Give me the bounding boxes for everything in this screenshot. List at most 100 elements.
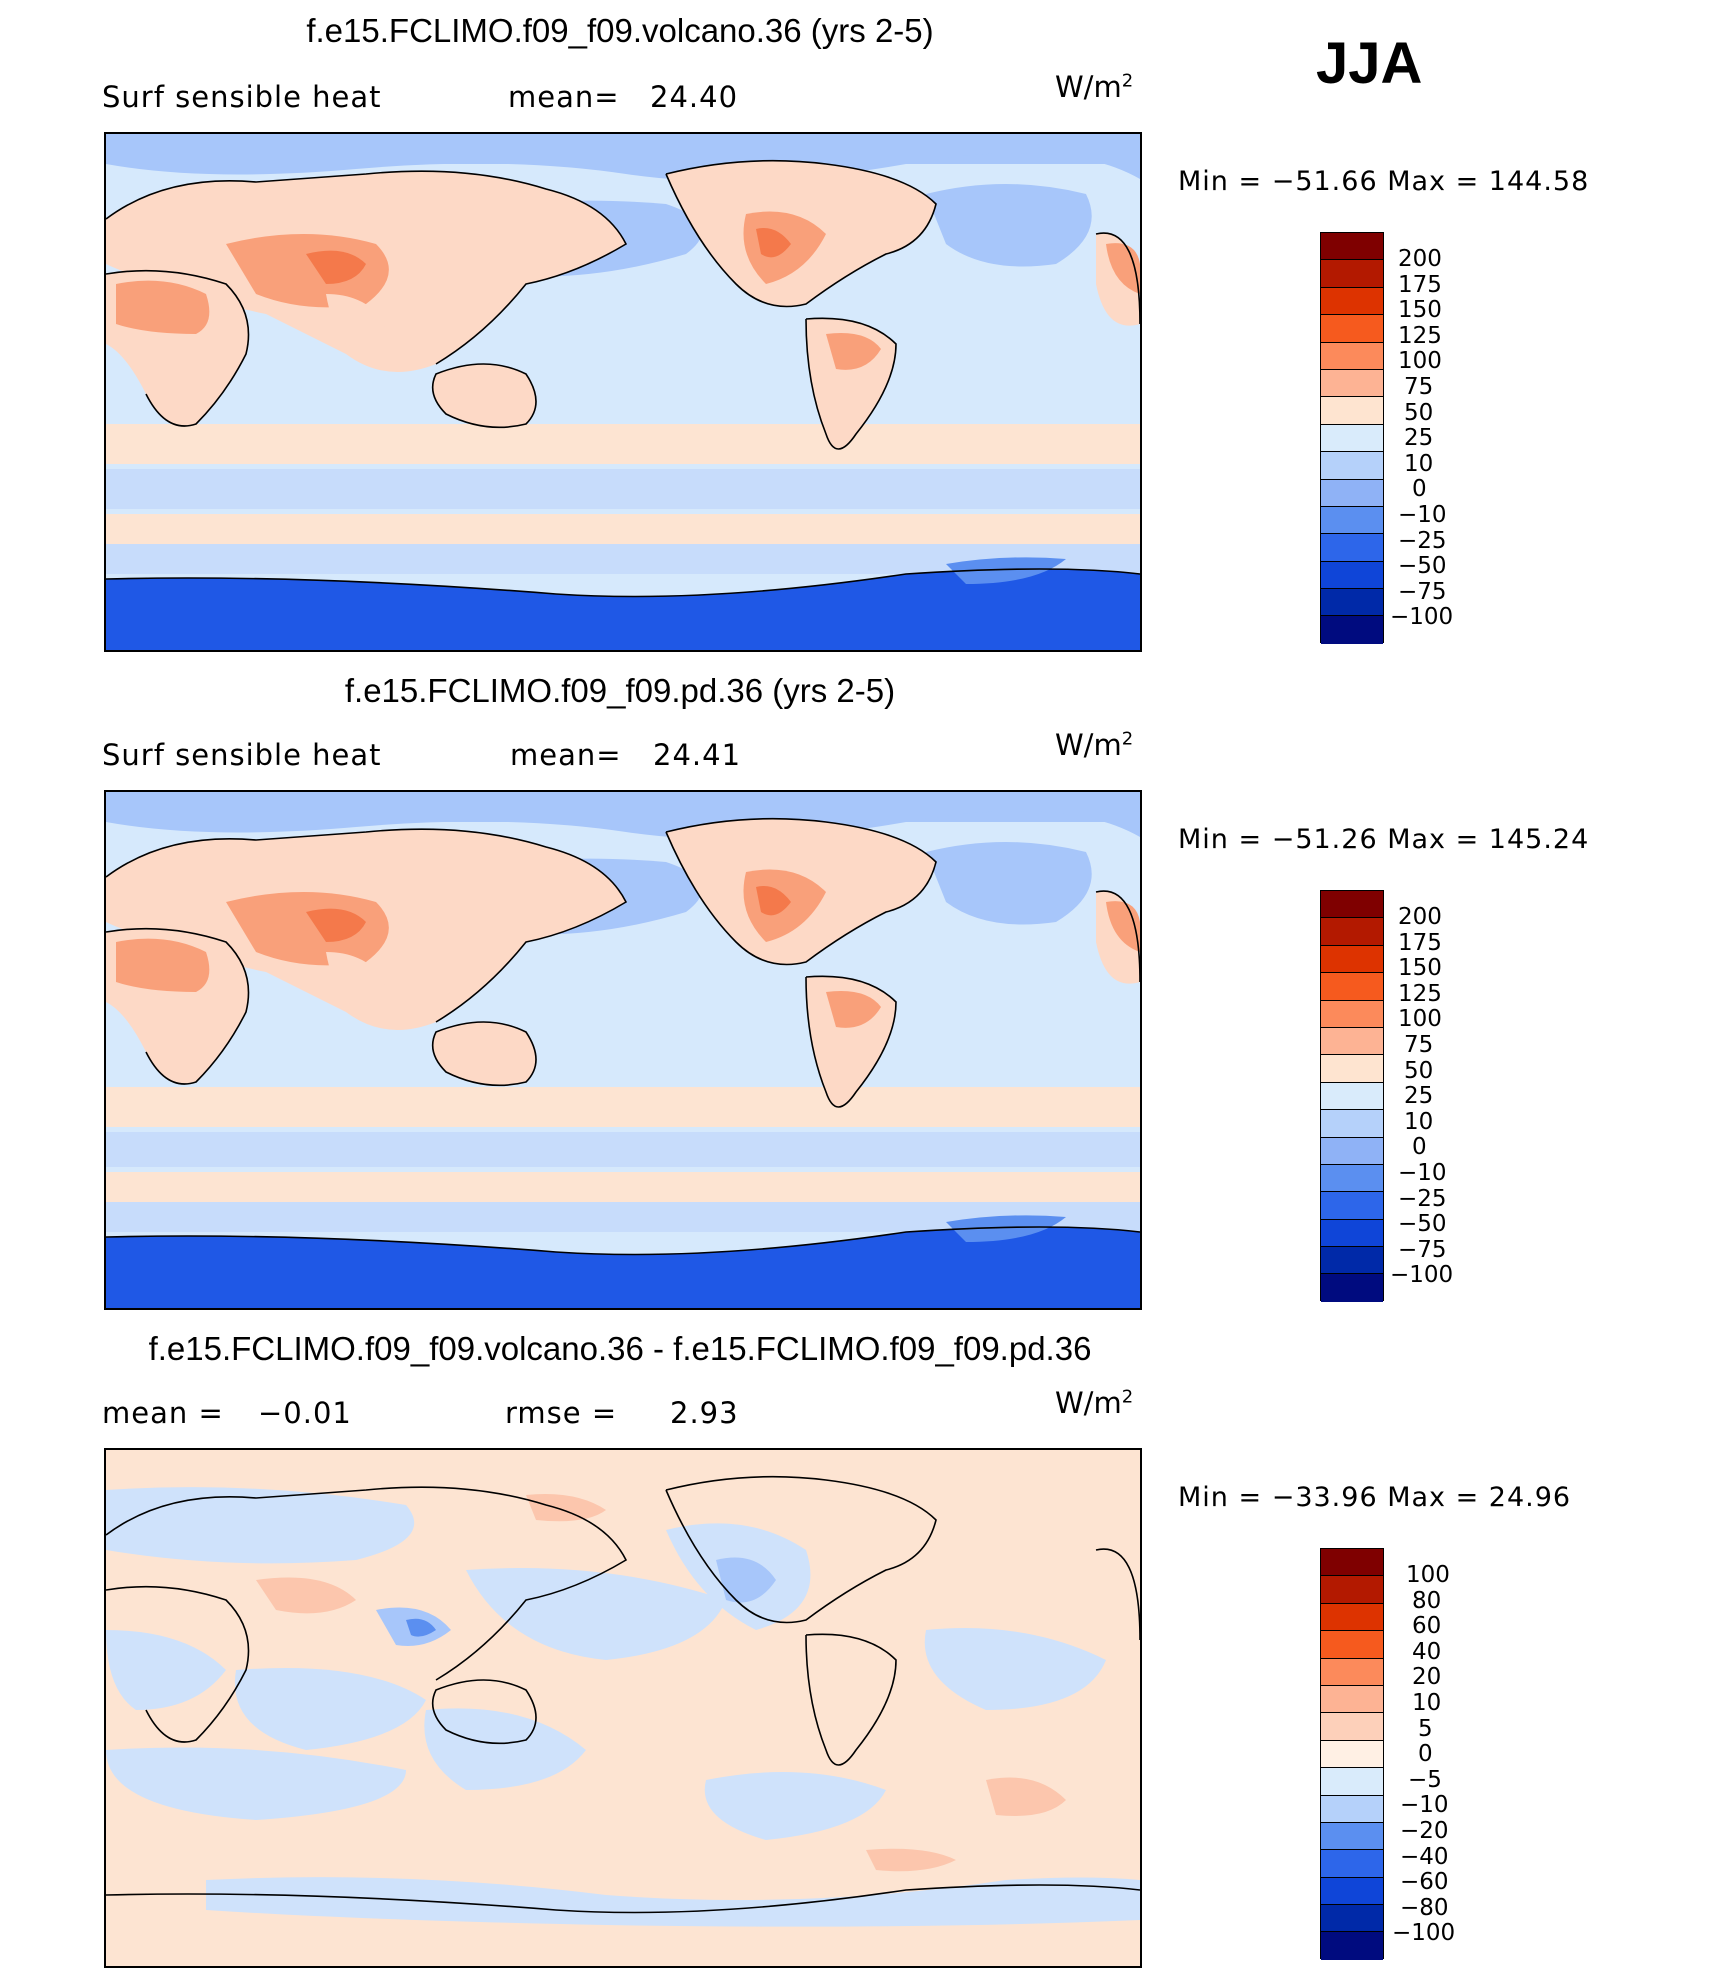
colorbar-swatch (1321, 260, 1383, 288)
colorbar-tick-label: 0 (1412, 476, 1427, 503)
panel-3-title: f.e15.FCLIMO.f09_f09.volcano.36 - f.e15.… (148, 1330, 1092, 1367)
colorbar-tick-label: 50 (1404, 1057, 1434, 1084)
panel-1-colorbar (1320, 232, 1384, 644)
colorbar-swatch (1321, 1000, 1383, 1028)
panel-3-mean-value: −0.01 (258, 1396, 352, 1430)
panel-2-variable: Surf sensible heat (102, 738, 382, 772)
panel-3-units: W/m2 (1055, 1386, 1134, 1420)
colorbar-tick-label: 0 (1412, 1134, 1427, 1161)
panel-2-minmax: Min = −51.26 Max = 145.24 (1178, 824, 1590, 855)
panel-3-rmse-label: rmse = (505, 1396, 618, 1430)
colorbar-swatch (1321, 479, 1383, 507)
colorbar-tick-label: 50 (1404, 399, 1434, 426)
colorbar-swatch (1321, 315, 1383, 343)
colorbar-swatch (1321, 1795, 1383, 1823)
panel-2-colorbar (1320, 890, 1384, 1302)
panel-3-minmax: Min = −33.96 Max = 24.96 (1178, 1482, 1572, 1513)
colorbar-swatch (1321, 342, 1383, 370)
colorbar-swatch (1321, 891, 1383, 919)
colorbar-swatch (1321, 1877, 1383, 1906)
colorbar-tick-label: 100 (1398, 1006, 1442, 1033)
colorbar-tick-label: 20 (1412, 1664, 1442, 1691)
panel-2-mean-value: 24.41 (653, 738, 742, 772)
colorbar-swatch (1321, 945, 1383, 974)
colorbar-swatch (1321, 1192, 1383, 1220)
colorbar-swatch (1321, 534, 1383, 562)
colorbar-swatch (1321, 1932, 1383, 1960)
colorbar-tick-label: 25 (1404, 1083, 1434, 1110)
colorbar-tick-label: −25 (1398, 1185, 1447, 1212)
colorbar-swatch (1321, 1713, 1383, 1741)
colorbar-tick-label: 200 (1398, 904, 1442, 930)
colorbar-swatch (1321, 1055, 1383, 1083)
colorbar-tick-label: −25 (1398, 527, 1447, 554)
colorbar-tick-label: 150 (1398, 955, 1442, 982)
colorbar-tick-label: 125 (1398, 980, 1442, 1007)
colorbar-tick-label: −100 (1390, 604, 1454, 631)
panel-2-mean-label: mean= (510, 738, 622, 772)
colorbar-tick-label: −40 (1400, 1843, 1449, 1870)
colorbar-swatch (1321, 233, 1383, 261)
panel-2-map (104, 790, 1142, 1310)
colorbar-swatch (1321, 1603, 1383, 1632)
colorbar-tick-label: −75 (1398, 578, 1447, 605)
colorbar-swatch (1321, 1822, 1383, 1851)
panel-3-map (104, 1448, 1142, 1968)
colorbar-tick-label: 40 (1412, 1638, 1442, 1665)
colorbar-swatch (1321, 1137, 1383, 1165)
colorbar-swatch (1321, 1274, 1383, 1302)
colorbar-swatch (1321, 1850, 1383, 1878)
colorbar-swatch (1321, 1110, 1383, 1138)
season-label: JJA (1316, 31, 1423, 96)
colorbar-tick-label: −5 (1408, 1766, 1442, 1793)
colorbar-tick-label: −10 (1400, 1792, 1449, 1819)
colorbar-tick-label: 25 (1404, 425, 1434, 452)
colorbar-swatch (1321, 1631, 1383, 1659)
colorbar-tick-label: 100 (1406, 1562, 1450, 1588)
colorbar-swatch (1321, 397, 1383, 425)
colorbar-swatch (1321, 424, 1383, 453)
panel-1-variable: Surf sensible heat (102, 80, 382, 114)
panel-3-colorbar (1320, 1548, 1384, 1960)
colorbar-tick-label: 75 (1404, 374, 1434, 400)
colorbar-swatch (1321, 616, 1383, 644)
colorbar-tick-label: 60 (1412, 1613, 1442, 1640)
colorbar-swatch (1321, 973, 1383, 1001)
colorbar-swatch (1321, 287, 1383, 316)
panel-2-units: W/m2 (1055, 728, 1134, 762)
panel-1-map (104, 132, 1142, 652)
colorbar-tick-label: 10 (1404, 1108, 1434, 1135)
panel-1-title: f.e15.FCLIMO.f09_f09.volcano.36 (yrs 2-5… (306, 12, 934, 49)
colorbar-tick-label: 175 (1398, 929, 1442, 956)
colorbar-swatch (1321, 561, 1383, 590)
panel-1-units: W/m2 (1055, 70, 1134, 104)
colorbar-tick-label: −100 (1392, 1920, 1456, 1947)
colorbar-swatch (1321, 589, 1383, 617)
colorbar-swatch (1321, 1768, 1383, 1796)
colorbar-tick-label: 80 (1412, 1587, 1442, 1614)
colorbar-tick-label: 175 (1398, 271, 1442, 298)
colorbar-swatch (1321, 1658, 1383, 1686)
panel-1-mean-label: mean= (508, 80, 620, 114)
panel-1-mean-value: 24.40 (650, 80, 739, 114)
colorbar-swatch (1321, 506, 1383, 535)
panel-1-minmax: Min = −51.66 Max = 144.58 (1178, 166, 1590, 197)
colorbar-swatch (1321, 1740, 1383, 1769)
colorbar-tick-label: 5 (1418, 1715, 1433, 1742)
colorbar-tick-label: −50 (1398, 553, 1447, 580)
colorbar-tick-label: 125 (1398, 322, 1442, 349)
colorbar-swatch (1321, 1549, 1383, 1577)
colorbar-tick-label: −60 (1400, 1869, 1449, 1896)
panel-3-mean-label: mean = (102, 1396, 224, 1430)
colorbar-swatch (1321, 1576, 1383, 1604)
colorbar-swatch (1321, 1219, 1383, 1248)
colorbar-tick-label: 75 (1404, 1032, 1434, 1058)
colorbar-tick-label: 150 (1398, 297, 1442, 324)
colorbar-swatch (1321, 1027, 1383, 1056)
colorbar-tick-label: −80 (1400, 1894, 1449, 1921)
colorbar-swatch (1321, 369, 1383, 398)
colorbar-tick-label: 10 (1412, 1690, 1442, 1716)
colorbar-tick-label: 0 (1418, 1741, 1433, 1768)
colorbar-tick-label: −10 (1398, 502, 1447, 528)
colorbar-swatch (1321, 1685, 1383, 1714)
